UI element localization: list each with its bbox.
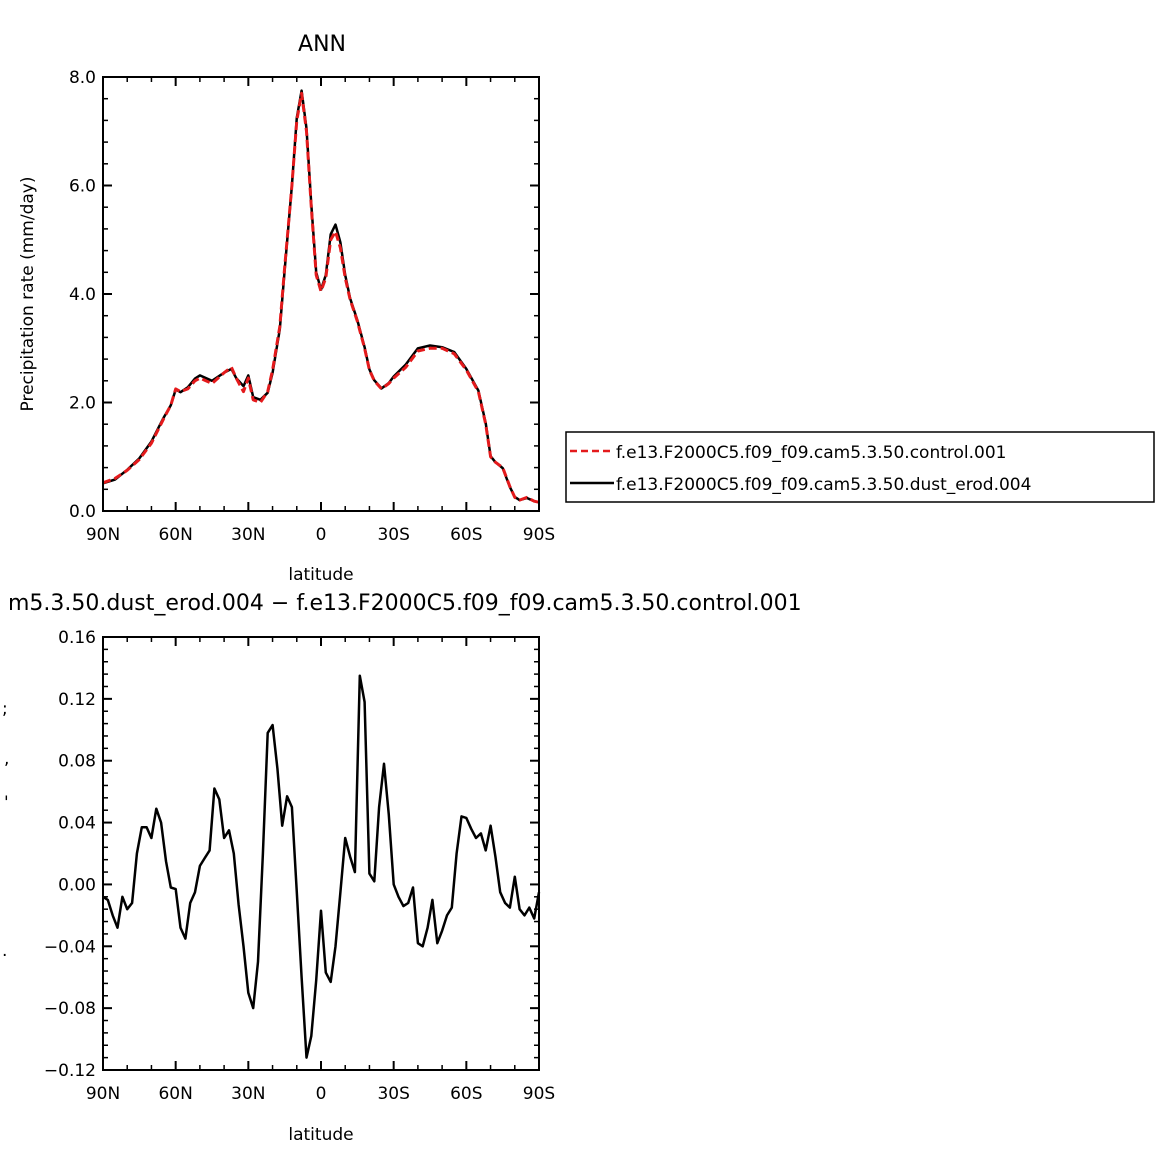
top-panel: ANN 0.02.04.06.08.0 90N 60N 30N 0 30S 60S 90S … xyxy=(18,32,555,585)
bottom-y-label-fragment-4: . xyxy=(2,941,7,961)
x-tick-label: 90S xyxy=(523,1084,555,1104)
x-tick-label: 30S xyxy=(377,525,409,545)
x-tick-label: 90S xyxy=(523,525,555,545)
y-tick-label: 0.00 xyxy=(58,875,96,895)
bottom-plot-frame xyxy=(102,636,540,1071)
y-tick-label: 6.0 xyxy=(69,177,96,197)
x-tick-label: 90N xyxy=(86,525,120,545)
x-tick-label: 0 xyxy=(316,1084,327,1104)
bottom-x-ticks: 90N 60N 30N 0 30S 60S 90S xyxy=(86,637,555,1104)
x-tick-label: 60N xyxy=(158,525,192,545)
legend-entry-dust: f.e13.F2000C5.f09_f09.cam5.3.50.dust_ero… xyxy=(616,475,1031,495)
y-tick-label: 0.04 xyxy=(58,814,96,834)
x-tick-label: 90N xyxy=(86,1084,120,1104)
y-tick-label: 4.0 xyxy=(69,285,96,305)
y-tick-label: 0.0 xyxy=(69,502,96,522)
y-tick-label: 0.12 xyxy=(58,690,96,710)
top-plot-frame xyxy=(102,76,540,512)
top-y-ticks: 0.0 2.0 4.0 6.0 8.0 xyxy=(69,68,539,522)
top-y-axis-label: Precipitation rate (mm/day) xyxy=(18,177,38,412)
x-tick-label: 60S xyxy=(450,525,482,545)
bottom-panel: m5.3.50.dust_erod.004 − f.e13.F2000C5.f0… xyxy=(2,591,802,1145)
top-x-axis-label: latitude xyxy=(288,565,353,585)
y-tick-label: −0.04 xyxy=(44,937,96,957)
x-tick-label: 0 xyxy=(316,525,327,545)
y-tick-label: 8.0 xyxy=(69,68,96,88)
legend-box xyxy=(565,431,1155,503)
legend: f.e13.F2000C5.f09_f09.cam5.3.50.control.… xyxy=(565,431,1155,503)
top-x-ticks: 90N 60N 30N 0 30S 60S 90S xyxy=(86,77,555,545)
bottom-x-axis-label: latitude xyxy=(288,1125,353,1145)
x-tick-label: 30N xyxy=(231,1084,265,1104)
y-tick-label: 0.16 xyxy=(58,628,96,648)
x-tick-label: 60N xyxy=(158,1084,192,1104)
x-tick-label: 30N xyxy=(231,525,265,545)
y-tick-label: 0.08 xyxy=(58,752,96,772)
bottom-series xyxy=(102,674,541,1059)
y-tick-label: −0.08 xyxy=(44,999,96,1019)
y-tick-label: −0.12 xyxy=(44,1061,96,1081)
bottom-y-label-fragment-1: ; xyxy=(2,699,8,719)
series-line-dust xyxy=(102,674,541,1059)
legend-entry-control: f.e13.F2000C5.f09_f09.cam5.3.50.control.… xyxy=(616,443,1007,463)
series-line-control xyxy=(102,91,540,504)
bottom-y-label-fragment-3: ' xyxy=(4,793,9,813)
x-tick-label: 60S xyxy=(450,1084,482,1104)
x-tick-label: 30S xyxy=(377,1084,409,1104)
top-title: ANN xyxy=(298,32,346,57)
bottom-y-label-fragment-2: , xyxy=(4,749,9,769)
top-series xyxy=(102,89,540,504)
series-line-dust xyxy=(102,89,540,504)
y-tick-label: 2.0 xyxy=(69,394,96,414)
bottom-y-ticks: −0.12 −0.08 −0.04 0.00 0.04 0.08 0.12 0.16 xyxy=(44,628,539,1081)
bottom-title: m5.3.50.dust_erod.004 − f.e13.F2000C5.f0… xyxy=(8,591,802,616)
